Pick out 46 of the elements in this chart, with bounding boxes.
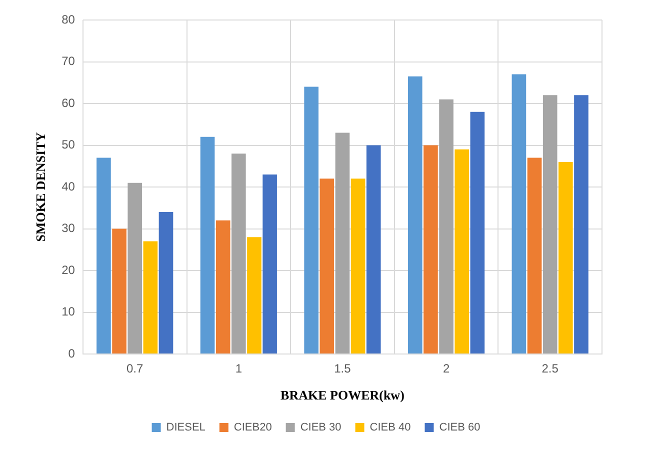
x-tick-label: 1.5	[334, 362, 352, 376]
y-tick-label: 40	[62, 179, 76, 194]
y-tick-label: 80	[62, 12, 76, 26]
x-tick-label: 2	[442, 362, 450, 376]
bar	[574, 95, 588, 354]
bar	[542, 95, 558, 354]
bar	[247, 237, 262, 354]
bar	[512, 74, 526, 354]
bar	[439, 99, 454, 354]
legend-label: CIEB 40	[370, 422, 411, 434]
y-tick-label: 0	[68, 346, 76, 360]
bar	[128, 182, 142, 354]
x-axis-title: BRAKE POWER(kw)	[280, 388, 404, 403]
bar	[320, 178, 334, 354]
x-tick-label: 1	[235, 362, 242, 376]
bar	[143, 241, 158, 354]
legend-label: CIEB 60	[439, 422, 480, 434]
bar	[366, 145, 381, 354]
bar	[470, 112, 485, 354]
y-tick-label: 70	[62, 54, 76, 68]
bar	[350, 178, 366, 354]
bar	[112, 228, 126, 354]
bar	[527, 158, 542, 354]
legend-label: CIEB 30	[300, 422, 342, 434]
bar	[335, 132, 350, 354]
y-tick-label: 20	[62, 262, 76, 277]
bar	[200, 136, 215, 354]
y-tick-label: 30	[62, 221, 76, 236]
y-tick-label: 60	[62, 96, 76, 110]
legend-label: CIEB20	[234, 422, 272, 434]
bar	[304, 86, 318, 354]
bar	[262, 174, 277, 354]
y-axis-title: SMOKE DENSITY	[33, 132, 48, 242]
legend-label: DIESEL	[166, 422, 206, 434]
bar	[424, 145, 438, 354]
bar	[454, 149, 470, 354]
bar	[232, 154, 246, 354]
bar	[216, 220, 230, 354]
x-tick-label: 2.5	[542, 362, 559, 376]
x-tick-label: 0.7	[126, 362, 144, 376]
bar	[558, 162, 573, 354]
bar	[408, 76, 422, 354]
y-tick-label: 10	[62, 304, 76, 319]
y-tick-label: 50	[62, 138, 76, 152]
bar	[158, 212, 174, 354]
bar	[96, 158, 111, 354]
